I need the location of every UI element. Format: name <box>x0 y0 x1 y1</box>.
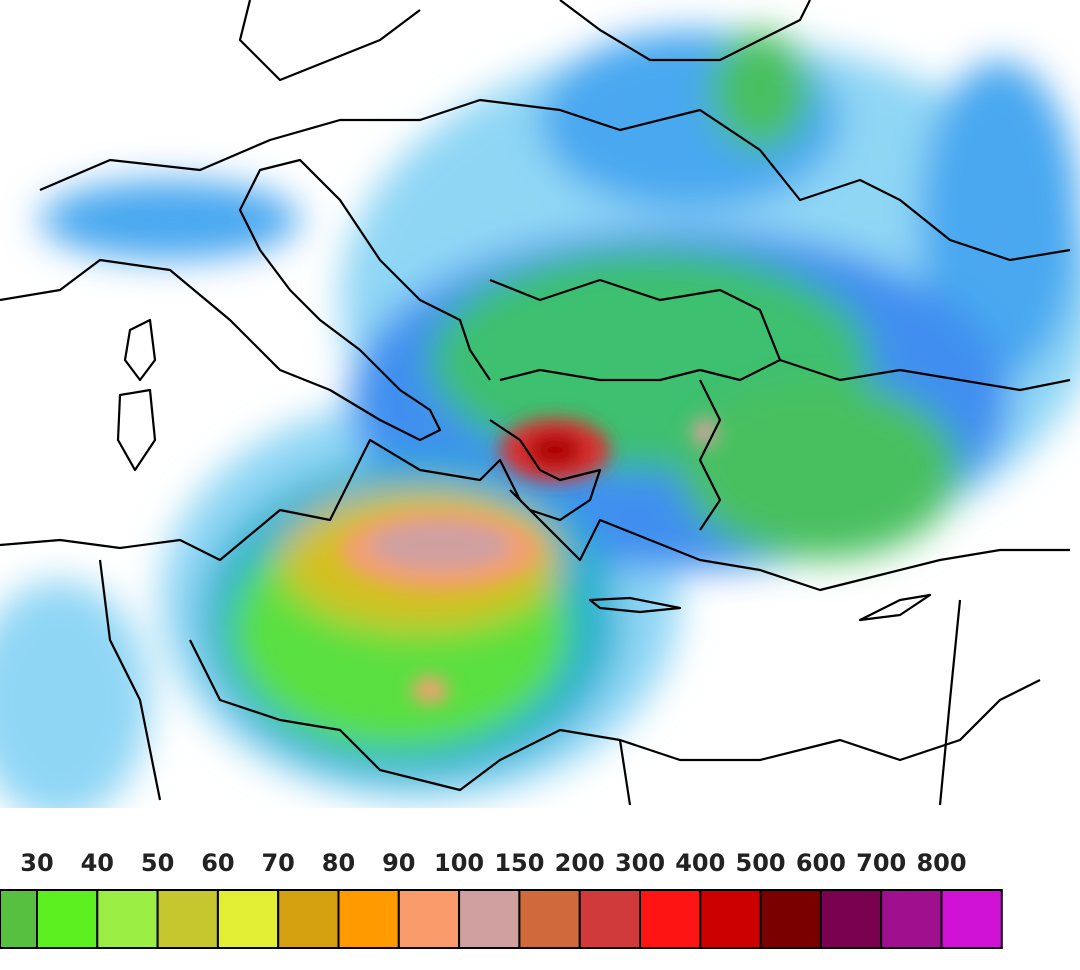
precipitation-core <box>340 418 717 704</box>
legend-tick-label: 500 <box>736 849 786 877</box>
color-swatch <box>578 889 642 949</box>
color-swatch <box>216 889 280 949</box>
color-swatch <box>156 889 219 949</box>
legend-tick-label: 600 <box>796 849 846 877</box>
color-swatch <box>397 889 461 949</box>
color-swatch <box>699 889 762 949</box>
coastlines <box>0 0 1071 806</box>
color-swatch <box>880 889 943 949</box>
color-swatch <box>36 889 99 949</box>
color-swatch <box>639 889 702 949</box>
color-swatch <box>337 889 400 949</box>
color-swatch <box>458 889 521 949</box>
color-swatch <box>819 889 883 949</box>
legend-tick-label: 800 <box>916 849 966 877</box>
legend-tick-label: 80 <box>322 849 355 877</box>
color-swatch <box>0 889 38 949</box>
map-area <box>0 0 1080 808</box>
legend-tick-label: 40 <box>81 849 114 877</box>
legend-tick-label: 100 <box>434 849 484 877</box>
legend-tick-label: 700 <box>856 849 906 877</box>
color-swatch <box>940 889 1003 949</box>
color-swatch <box>759 889 822 949</box>
legend-tick-label: 70 <box>261 849 294 877</box>
color-swatch <box>277 889 340 949</box>
legend-tick-label: 200 <box>555 849 605 877</box>
legend-tick-label: 90 <box>382 849 415 877</box>
legend-tick-label: 400 <box>675 849 725 877</box>
color-swatch <box>96 889 159 949</box>
legend-tick-label: 50 <box>141 849 174 877</box>
precipitation-field <box>0 30 1080 808</box>
legend-tick-label: 300 <box>615 849 665 877</box>
legend-tick-label: 60 <box>201 849 234 877</box>
legend-tick-label: 30 <box>20 849 53 877</box>
color-swatch <box>518 889 581 949</box>
legend: 30 40 50 60 70 80 90 100 150 200 300 400 500 600 700 80… <box>0 849 1003 949</box>
legend-tick-label: 150 <box>494 849 544 877</box>
